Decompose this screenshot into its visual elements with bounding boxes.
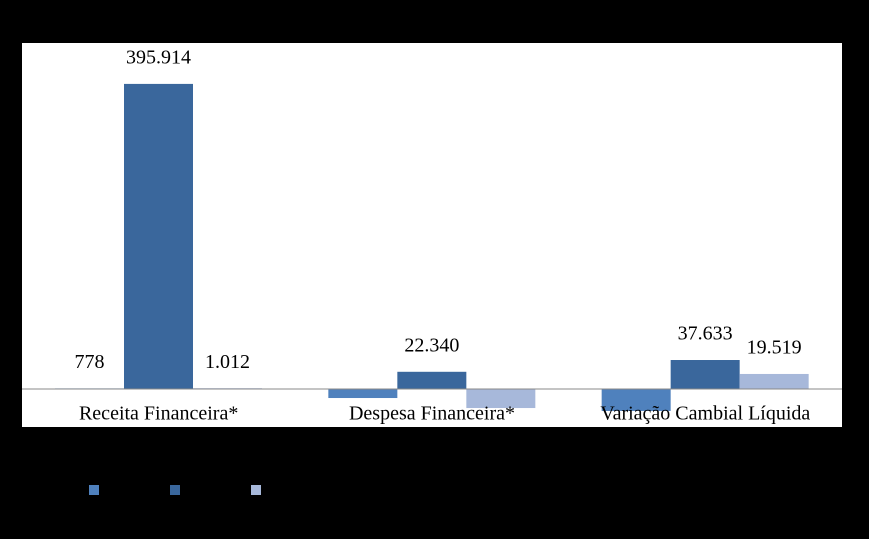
data-label: 19.519 [747, 337, 802, 359]
bar [601, 389, 671, 411]
bar [328, 389, 398, 399]
bar [670, 360, 740, 390]
x-tick-label: Despesa Financeira* [349, 403, 515, 425]
bar [397, 371, 467, 390]
x-tick-label: Receita Financeira* [79, 403, 238, 425]
legend-swatch [89, 485, 99, 495]
data-label: 778 [75, 351, 105, 373]
x-tick-label: Variação Cambial Líquida [600, 403, 810, 425]
legend-swatch [251, 485, 261, 495]
data-label: 395.914 [126, 47, 191, 69]
data-label: 37.633 [678, 323, 733, 345]
bar [739, 373, 809, 390]
data-label: 22.340 [404, 334, 459, 356]
bar [124, 83, 193, 390]
data-label: 1.012 [205, 351, 250, 373]
bar [466, 389, 536, 409]
legend-swatch [170, 485, 180, 495]
